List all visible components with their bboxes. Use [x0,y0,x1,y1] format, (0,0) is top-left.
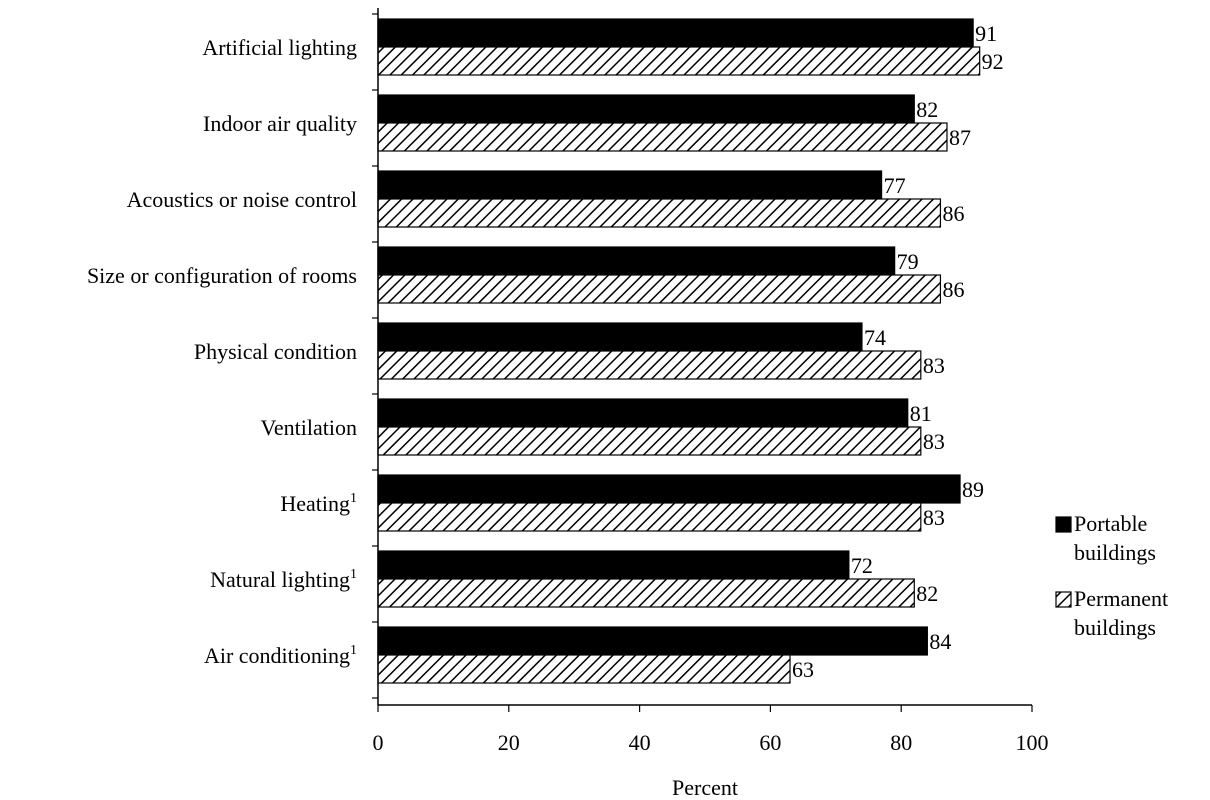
data-label: 82 [916,581,938,606]
data-label: 83 [923,505,945,530]
bar-portable [377,170,883,200]
bar-permanent [377,654,791,684]
category-label: Air conditioning1 [204,643,357,668]
x-tick-label: 100 [1016,730,1049,755]
legend-label: buildings [1074,615,1156,640]
data-label: 83 [923,429,945,454]
data-label: 84 [929,629,951,654]
data-label: 81 [910,401,932,426]
category-label: Indoor air quality [203,111,357,136]
x-axis-title: Percent [672,775,738,800]
data-label: 86 [942,277,964,302]
data-label: 87 [949,125,971,150]
bar-portable [377,398,909,428]
x-tick-label: 80 [890,730,912,755]
legend-swatch-permanent [1055,591,1072,608]
bar-portable [377,94,915,124]
category-label: Size or configuration of rooms [87,263,357,288]
x-tick-label: 40 [629,730,651,755]
bars-layer [377,18,981,684]
data-label: 82 [916,97,938,122]
legend-label: Permanent [1074,586,1168,611]
bar-portable [377,626,928,656]
bar-portable [377,246,896,276]
axes-layer: 0 20 40 60 80 100 Percent [372,8,1049,800]
x-tick-label: 20 [498,730,520,755]
legend-swatch-portable [1055,516,1072,533]
bar-portable [377,550,850,580]
data-label: 77 [884,173,906,198]
category-label: Natural lighting1 [210,567,357,592]
data-label: 91 [975,21,997,46]
data-label: 89 [962,477,984,502]
bar-permanent [377,46,981,76]
x-tick-label: 60 [759,730,781,755]
category-label: Artificial lighting [202,35,357,60]
bar-permanent [377,426,922,456]
category-label: Physical condition [194,339,357,364]
data-label: 79 [897,249,919,274]
bar-permanent [377,502,922,532]
bar-permanent [377,122,948,152]
labels-layer: 91 92 Artificial lighting 82 87 Indoor air qu… [87,21,1004,682]
data-label: 74 [864,325,886,350]
category-label: Heating1 [280,491,357,516]
bar-permanent [377,350,922,380]
data-label: 63 [792,657,814,682]
data-label: 83 [923,353,945,378]
bar-permanent [377,274,942,304]
data-label: 86 [942,201,964,226]
legend: Portable buildings Permanent buildings [1055,511,1168,640]
bar-portable [377,322,863,352]
data-label: 92 [982,49,1004,74]
data-label: 72 [851,553,873,578]
legend-label: Portable [1074,511,1147,536]
bar-portable [377,18,974,48]
bar-permanent [377,198,942,228]
category-label: Ventilation [260,415,357,440]
bar-permanent [377,578,915,608]
legend-label: buildings [1074,540,1156,565]
x-tick-label: 0 [373,730,384,755]
category-label: Acoustics or noise control [127,187,357,212]
bar-portable [377,474,961,504]
